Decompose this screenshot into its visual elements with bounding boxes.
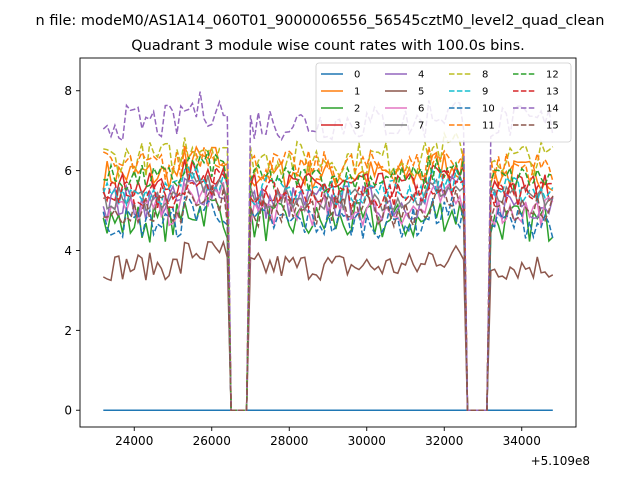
legend-label-3: 3 (354, 121, 360, 132)
series-line-4 (102, 174, 554, 411)
legend-label-13: 13 (546, 87, 559, 98)
y-tick-label: 2 (64, 324, 72, 338)
legend-label-5: 5 (418, 87, 424, 98)
series-line-14 (102, 91, 554, 411)
series-lines (102, 91, 554, 411)
legend-label-15: 15 (546, 121, 559, 132)
legend-label-8: 8 (482, 70, 488, 81)
x-offset-label: +5.109e8 (531, 454, 590, 468)
x-tick-label: 26000 (193, 434, 231, 448)
series-line-10 (102, 196, 554, 411)
y-tick-label: 6 (64, 164, 72, 178)
legend-label-4: 4 (418, 70, 424, 81)
legend-box (315, 62, 572, 143)
x-tick-label: 34000 (503, 434, 541, 448)
legend-label-10: 10 (482, 104, 495, 115)
x-tick-label: 28000 (270, 434, 308, 448)
chart-title: Quadrant 3 module wise count rates with … (131, 38, 525, 54)
legend-label-1: 1 (354, 87, 360, 98)
axes: 24000 26000 28000 30000 32000 34000 0 2 4 6 8 +5.10… (64, 57, 590, 468)
y-tick-label: 8 (64, 84, 72, 98)
y-tick-label: 4 (64, 244, 72, 258)
series-line-2 (102, 196, 554, 411)
y-tick-label: 0 (64, 404, 72, 418)
legend-label-9: 9 (482, 87, 488, 98)
axes-frame (79, 57, 577, 428)
x-tick-label: 24000 (115, 434, 153, 448)
series-line-15 (103, 184, 554, 411)
figure-suptitle: n file: modeM0/AS1A14_060T01_9000006556_… (36, 13, 605, 29)
legend-label-11: 11 (482, 121, 495, 132)
legend-label-14: 14 (546, 104, 559, 115)
legend-label-12: 12 (546, 70, 559, 81)
series-line-7 (102, 171, 553, 411)
series-line-13 (102, 165, 553, 411)
legend-label-6: 6 (418, 104, 424, 115)
x-tick-label: 30000 (348, 434, 386, 448)
legend-label-2: 2 (354, 104, 360, 115)
legend-label-0: 0 (354, 70, 360, 81)
legend-label-7: 7 (418, 121, 424, 132)
x-tick-label: 32000 (425, 434, 463, 448)
series-line-5 (102, 239, 554, 411)
